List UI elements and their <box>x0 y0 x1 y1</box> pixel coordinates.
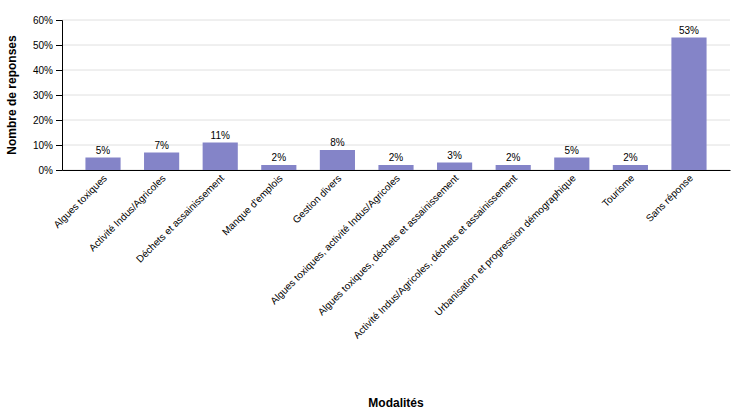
grid-line <box>62 45 730 46</box>
data-label: 2% <box>389 152 404 163</box>
data-label: 2% <box>506 152 521 163</box>
y-tick: 30% <box>33 90 62 101</box>
data-label: 11% <box>211 130 230 141</box>
x-tick-label: Sans réponse <box>644 172 696 224</box>
data-label: 5% <box>96 145 111 156</box>
x-tick: Gestion divers <box>290 170 343 225</box>
y-tick: 0% <box>39 165 62 176</box>
chart: 0% 10% 20% 30% 40% 50% 60% Algues toxiquesActiv… <box>0 0 750 415</box>
bar <box>554 158 589 171</box>
data-label: 8% <box>330 137 345 148</box>
x-tick: Algues toxiques <box>51 170 109 230</box>
data-label: 5% <box>565 145 580 156</box>
x-axis: Algues toxiquesActivité Indus/AgricolesD… <box>51 170 730 341</box>
x-axis-title: Modalités <box>368 396 424 410</box>
bar <box>671 38 706 171</box>
y-axis-line <box>56 21 63 171</box>
x-tick: Manque d'emplois <box>220 170 285 237</box>
grid-line <box>62 95 730 96</box>
y-tick: 40% <box>33 65 62 76</box>
bar <box>437 163 472 171</box>
y-tick: 50% <box>33 40 62 51</box>
grid <box>62 20 730 170</box>
y-tick-mark <box>56 45 62 46</box>
y-tick-label: 40% <box>33 65 53 76</box>
bars <box>85 38 706 171</box>
y-tick: 60% <box>33 15 62 26</box>
plot: 0% 10% 20% 30% 40% 50% 60% Algues toxiquesActiv… <box>33 15 731 341</box>
grid-line <box>62 20 730 21</box>
y-axis-title: Nombre de reponses <box>5 35 19 155</box>
x-tick-label: Tourisme <box>600 172 637 209</box>
bar <box>144 153 179 171</box>
bar <box>613 165 648 170</box>
bar <box>320 150 355 170</box>
y-tick-label: 60% <box>33 15 53 26</box>
y-axis: 0% 10% 20% 30% 40% 50% 60% <box>33 15 63 176</box>
grid-line <box>62 120 730 121</box>
data-label: 7% <box>154 140 169 151</box>
x-tick: Sans réponse <box>644 170 696 224</box>
y-tick-mark <box>56 170 62 171</box>
y-tick-mark <box>56 70 62 71</box>
x-tick-label: Déchets et assainissement <box>134 172 226 264</box>
y-tick: 10% <box>33 140 62 151</box>
x-axis-line <box>63 170 731 171</box>
y-tick-mark <box>56 95 62 96</box>
bar <box>378 165 413 170</box>
bar <box>203 143 238 171</box>
x-tick-label: Gestion divers <box>290 172 343 225</box>
y-tick-label: 10% <box>33 140 53 151</box>
data-label: 2% <box>272 152 287 163</box>
y-tick-label: 30% <box>33 90 53 101</box>
x-tick-label: Urbanisation et progression démographiqu… <box>432 172 578 318</box>
data-label: 2% <box>623 152 638 163</box>
y-tick-mark <box>56 20 62 21</box>
bar <box>496 165 531 170</box>
data-label: 53% <box>679 25 699 36</box>
x-tick: Algues toxiques, activité Indus/Agricole… <box>268 170 402 306</box>
y-tick-mark <box>56 145 62 146</box>
y-tick-label: 50% <box>33 40 53 51</box>
y-tick-label: 0% <box>39 165 54 176</box>
y-tick-mark <box>56 120 62 121</box>
x-tick-label: Algues toxiques <box>51 172 109 230</box>
x-tick-label: Algues toxiques, activité Indus/Agricole… <box>268 172 402 306</box>
data-labels: 5% 7% 11% 2% 8% 2% 3% 2% 5% 2% 53% <box>96 25 699 164</box>
x-tick: Tourisme <box>600 170 637 209</box>
x-tick-label: Manque d'emplois <box>220 172 285 237</box>
data-label: 3% <box>447 150 462 161</box>
bar <box>85 158 120 171</box>
y-tick-label: 20% <box>33 115 53 126</box>
x-tick: Urbanisation et progression démographiqu… <box>432 170 578 318</box>
y-tick: 20% <box>33 115 62 126</box>
grid-line <box>62 70 730 71</box>
bar <box>261 165 296 170</box>
x-tick: Déchets et assainissement <box>134 170 226 265</box>
